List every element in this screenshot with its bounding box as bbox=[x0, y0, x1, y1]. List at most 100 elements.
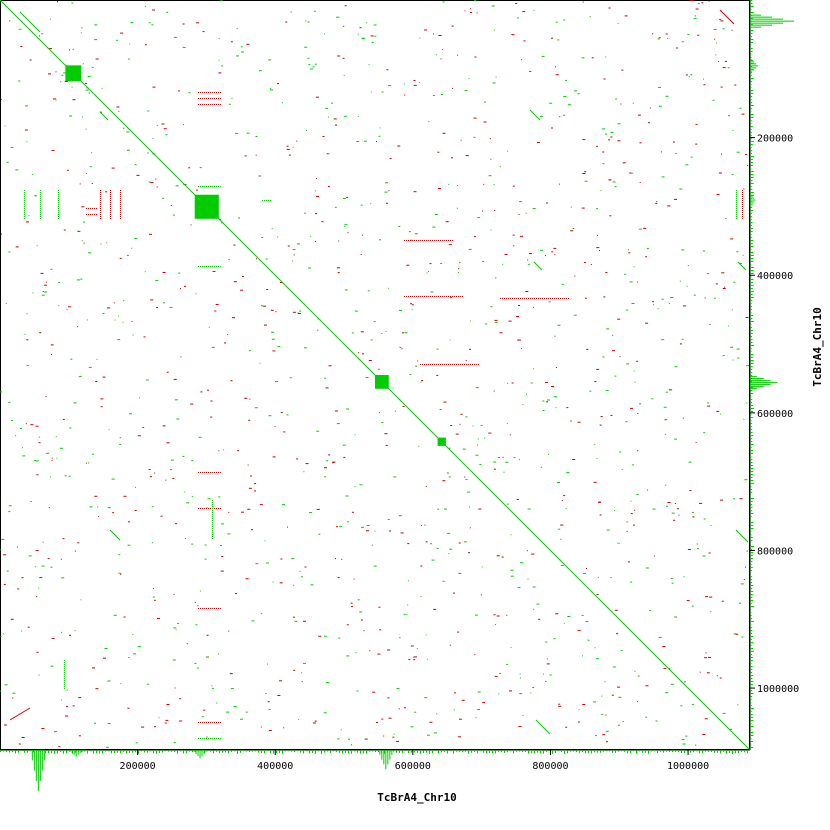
y-histogram-bar bbox=[750, 471, 754, 472]
alignment-dot bbox=[521, 348, 522, 349]
alignment-dot bbox=[533, 368, 535, 370]
alignment-dot bbox=[736, 348, 740, 350]
y-histogram-bar bbox=[750, 648, 753, 649]
alignment-dot bbox=[307, 21, 310, 23]
alignment-dot bbox=[583, 573, 587, 574]
y-histogram-bar bbox=[750, 597, 753, 598]
alignment-dot bbox=[385, 202, 388, 204]
alignment-dot bbox=[303, 662, 306, 664]
alignment-dot bbox=[587, 639, 590, 641]
alignment-dot bbox=[401, 348, 403, 350]
alignment-dot bbox=[432, 95, 435, 96]
alignment-dot bbox=[591, 57, 594, 59]
alignment-dot bbox=[559, 116, 561, 118]
y-histogram-bar bbox=[750, 383, 771, 385]
alignment-dot bbox=[94, 39, 98, 41]
y-histogram-bar bbox=[750, 558, 753, 559]
alignment-dot bbox=[21, 577, 24, 579]
alignment-dot bbox=[157, 618, 160, 619]
y-histogram-bar bbox=[750, 612, 752, 613]
x-histogram-bar bbox=[543, 750, 544, 754]
alignment-dot bbox=[602, 734, 606, 736]
alignment-dot bbox=[566, 407, 569, 409]
alignment-dot bbox=[296, 243, 300, 245]
alignment-dot bbox=[366, 525, 370, 526]
alignment-dot bbox=[267, 701, 270, 703]
alignment-dot bbox=[316, 430, 320, 432]
alignment-dot bbox=[216, 722, 217, 723]
alignment-dot bbox=[361, 234, 363, 236]
y-histogram-bar bbox=[750, 270, 754, 271]
alignment-dot bbox=[736, 196, 737, 197]
alignment-dot bbox=[742, 254, 744, 256]
alignment-dot bbox=[272, 456, 276, 458]
y-histogram-bar bbox=[750, 567, 753, 568]
alignment-dot bbox=[208, 738, 209, 739]
alignment-dot bbox=[520, 562, 524, 564]
alignment-dot bbox=[645, 256, 648, 258]
alignment-dot bbox=[58, 218, 59, 219]
alignment-dot bbox=[15, 435, 17, 437]
alignment-dot bbox=[371, 42, 374, 43]
alignment-dot bbox=[335, 558, 336, 560]
alignment-dot bbox=[420, 596, 422, 598]
x-histogram-bar bbox=[699, 750, 700, 754]
alignment-dot bbox=[495, 277, 497, 279]
alignment-dot bbox=[292, 311, 296, 313]
alignment-dot bbox=[58, 746, 61, 748]
alignment-dot bbox=[663, 667, 667, 669]
alignment-dot bbox=[123, 616, 126, 618]
alignment-dot bbox=[165, 479, 167, 481]
alignment-dot bbox=[452, 364, 453, 365]
alignment-dot bbox=[94, 722, 96, 724]
y-histogram-bar bbox=[750, 84, 752, 85]
alignment-dot bbox=[282, 102, 283, 104]
alignment-dot bbox=[606, 328, 610, 330]
alignment-dot bbox=[120, 194, 121, 195]
alignment-dot bbox=[582, 1, 584, 3]
x-histogram-bar bbox=[384, 750, 385, 754]
y-histogram-bar bbox=[750, 441, 753, 442]
x-histogram-bar bbox=[108, 750, 109, 752]
alignment-dot bbox=[400, 532, 404, 534]
alignment-dot bbox=[21, 737, 25, 738]
alignment-dot bbox=[191, 543, 194, 545]
alignment-dot bbox=[702, 555, 706, 557]
alignment-dot bbox=[665, 484, 667, 486]
alignment-dot bbox=[438, 296, 439, 297]
alignment-dot bbox=[166, 442, 170, 444]
alignment-dot bbox=[236, 28, 238, 30]
x-histogram-bar bbox=[276, 750, 277, 754]
y-histogram-bar bbox=[750, 525, 754, 526]
x-histogram-bar bbox=[385, 750, 387, 770]
x-histogram-bar bbox=[30, 750, 31, 752]
y-histogram-bar bbox=[750, 225, 752, 226]
alignment-dot bbox=[629, 172, 632, 174]
x-histogram-bar bbox=[27, 750, 28, 753]
alignment-dot bbox=[120, 196, 121, 197]
alignment-dot bbox=[325, 107, 329, 109]
alignment-dot bbox=[411, 304, 414, 306]
alignment-dot bbox=[279, 680, 282, 682]
alignment-dot bbox=[546, 401, 549, 403]
alignment-dot bbox=[198, 472, 199, 473]
x-histogram-bar bbox=[147, 750, 148, 753]
alignment-dot bbox=[630, 500, 632, 502]
alignment-dot bbox=[574, 90, 577, 92]
x-histogram-bar bbox=[441, 750, 442, 753]
alignment-dot bbox=[704, 657, 708, 659]
alignment-dot bbox=[404, 94, 406, 96]
alignment-dot bbox=[388, 190, 390, 192]
alignment-dot bbox=[665, 95, 669, 97]
alignment-dot bbox=[462, 296, 463, 297]
alignment-dot bbox=[712, 99, 715, 101]
alignment-dot bbox=[111, 167, 115, 169]
alignment-dot bbox=[152, 587, 154, 589]
alignment-dot bbox=[583, 262, 586, 263]
y-histogram-bar bbox=[750, 639, 752, 640]
alignment-dot bbox=[540, 466, 542, 468]
alignment-dot bbox=[51, 459, 53, 461]
alignment-dot bbox=[62, 538, 65, 540]
alignment-dot bbox=[218, 186, 219, 187]
alignment-dot bbox=[469, 12, 472, 13]
